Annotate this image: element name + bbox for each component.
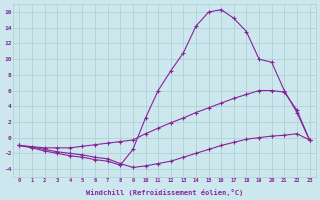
X-axis label: Windchill (Refroidissement éolien,°C): Windchill (Refroidissement éolien,°C): [86, 189, 243, 196]
